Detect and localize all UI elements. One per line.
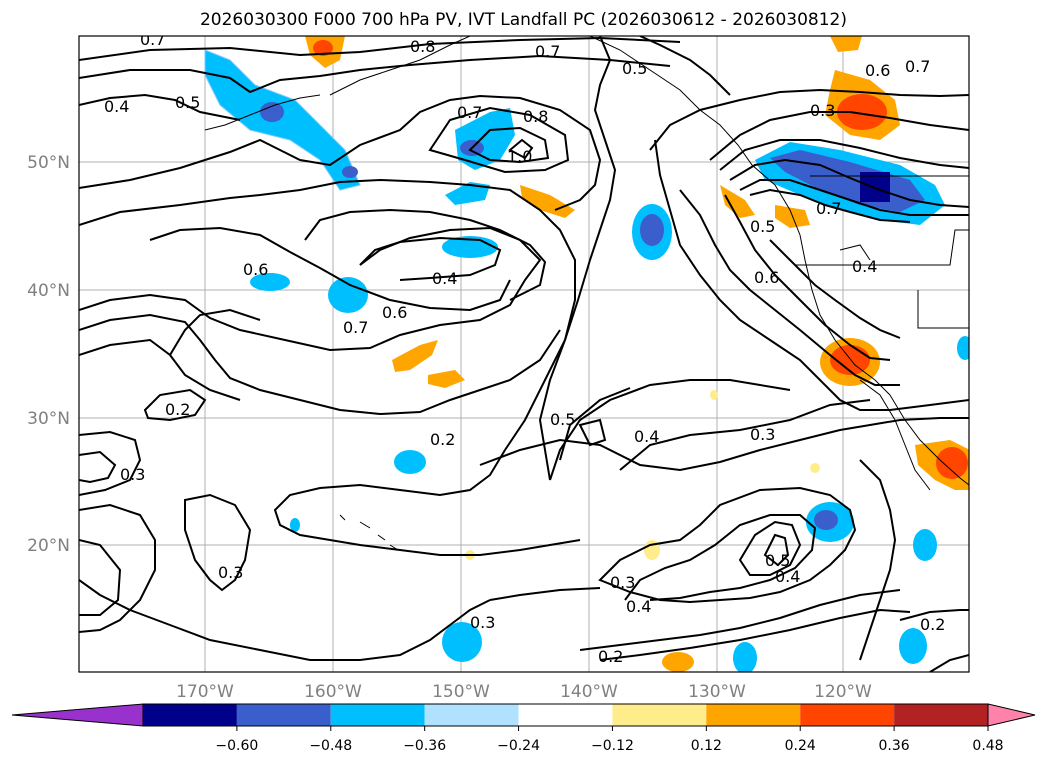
label-0-4-a: 0.4 — [104, 97, 129, 116]
colorbar-tick-label: −0.60 — [215, 738, 258, 754]
colorbar-swatch — [330, 704, 425, 726]
label-0-7-f: 0.7 — [343, 318, 368, 337]
lon-label-150w: 150°W — [432, 682, 490, 702]
lat-label-40n: 40°N — [27, 281, 70, 301]
label-0-7-e: 0.7 — [816, 199, 841, 218]
lon-label-170w: 170°W — [176, 682, 234, 702]
label-0-5-e: 0.5 — [765, 551, 790, 570]
colorbar-swatch — [612, 704, 707, 726]
lon-label-140w: 140°W — [560, 682, 618, 702]
lon-label-130w: 130°W — [688, 682, 746, 702]
lat-label-20n: 20°N — [27, 536, 70, 556]
label-0-5-b: 0.5 — [175, 93, 200, 112]
colorbar-extend-high — [987, 703, 1036, 727]
label-0-6-a: 0.6 — [865, 61, 890, 80]
contour-lines — [79, 36, 969, 672]
label-0-4-c: 0.4 — [432, 269, 457, 288]
label-0-2-d: 0.2 — [920, 615, 945, 634]
label-0-6-b: 0.6 — [754, 268, 779, 287]
label-0-8-a: 0.8 — [410, 37, 435, 56]
label-0-3-a: 0.3 — [810, 101, 835, 120]
label-0-4-e: 0.4 — [626, 597, 651, 616]
figure-title: 2026030300 F000 700 hPa PV, IVT Landfall… — [199, 10, 847, 30]
colorbar-swatch — [894, 704, 988, 726]
label-0-5-c: 0.5 — [750, 217, 775, 236]
label-0-7-d: 0.7 — [457, 103, 482, 122]
label-0-4-b: 0.4 — [852, 257, 877, 276]
label-0-3-b: 0.3 — [750, 425, 775, 444]
label-0-6-c: 0.6 — [243, 260, 268, 279]
label-0-3-c: 0.3 — [120, 465, 145, 484]
longitude-labels: 170°W 160°W 150°W 140°W 130°W 120°W — [176, 682, 872, 702]
label-0-5-d: 0.5 — [550, 410, 575, 429]
label-0-5-a: 0.5 — [622, 59, 647, 78]
lat-label-30n: 30°N — [27, 409, 70, 429]
label-0-2-b: 0.2 — [430, 430, 455, 449]
label-0-4-f: 0.4 — [775, 567, 800, 586]
colorbar-swatch — [706, 704, 801, 726]
map-border — [78, 35, 970, 673]
lat-label-50n: 50°N — [27, 153, 70, 173]
colorbar-swatch — [143, 704, 237, 726]
colorbar-tick-label: 0.36 — [879, 738, 910, 754]
colorbar-tick-label: 0.24 — [785, 738, 816, 754]
colorbar-tick-label: −0.12 — [591, 738, 634, 754]
colorbar-border — [142, 703, 989, 727]
label-0-3-f: 0.3 — [610, 573, 635, 592]
label-0-2-a: 0.2 — [165, 400, 190, 419]
colorbar-swatch — [800, 704, 895, 726]
colorbar-tick-label: −0.48 — [309, 738, 352, 754]
label-0-7-c: 0.7 — [905, 57, 930, 76]
label-0-6-d: 0.6 — [382, 303, 407, 322]
colorbar-tick-label: 0.48 — [972, 738, 1003, 754]
coastlines — [204, 36, 969, 551]
label-0-7-a: 0.7 — [140, 30, 165, 49]
latitude-labels: 50°N 40°N 30°N 20°N — [27, 153, 70, 556]
label-0-2-c: 0.2 — [598, 647, 623, 666]
label-0-8-b: 0.8 — [523, 107, 548, 126]
positive-anomaly-shading — [305, 36, 969, 672]
lon-label-160w: 160°W — [304, 682, 362, 702]
contour-label-group: 0.7 0.8 0.7 0.5 0.6 0.7 0.4 0.5 0.7 0.8 … — [104, 30, 945, 666]
label-0-4-d: 0.4 — [634, 427, 659, 446]
colorbar-swatch — [236, 704, 331, 726]
lon-label-120w: 120°W — [814, 682, 872, 702]
colorbar-extend-low — [11, 703, 144, 727]
label-0-3-d: 0.3 — [218, 563, 243, 582]
label-1-0: 1.0 — [507, 147, 532, 166]
colorbar-tick-label: −0.24 — [497, 738, 540, 754]
label-0-3-e: 0.3 — [470, 613, 495, 632]
colorbar-swatch — [518, 704, 613, 726]
colorbar: −0.60 −0.48 −0.36 −0.24 −0.12 0.12 0.24 0.36 0.4… — [11, 703, 1036, 754]
colorbar-tick-label: 0.12 — [691, 738, 722, 754]
colorbar-tick-label: −0.36 — [403, 738, 446, 754]
label-0-7-b: 0.7 — [535, 42, 560, 61]
colorbar-swatch — [424, 704, 519, 726]
